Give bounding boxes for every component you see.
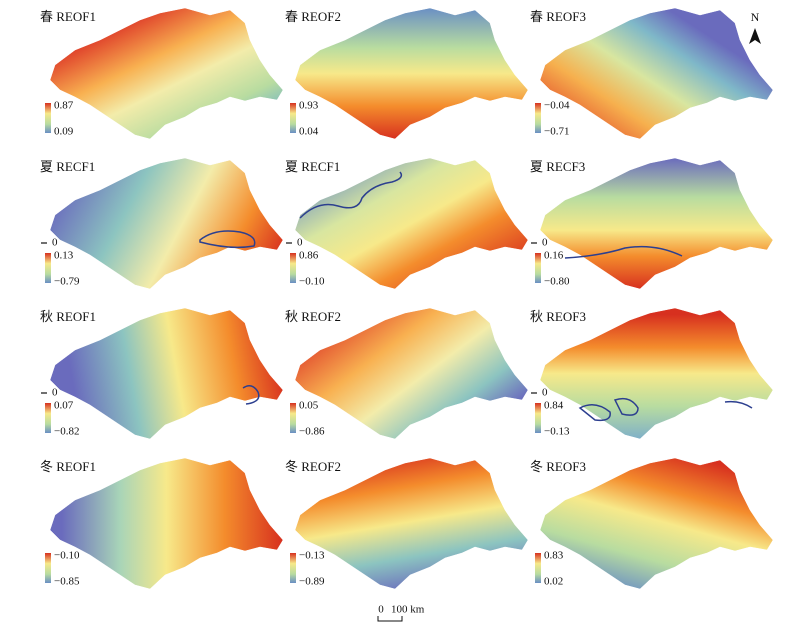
- contour-line: [199, 230, 256, 249]
- legend-min: 0.09: [54, 126, 74, 138]
- panel-title: 冬 REOF2: [285, 459, 341, 474]
- contour-label: 0: [542, 237, 548, 249]
- legend-bar: [290, 103, 296, 133]
- scale-start: 0: [378, 604, 384, 616]
- legend-max: 0.05: [299, 400, 319, 412]
- legend-max: −0.04: [544, 100, 570, 112]
- legend-max: 0.84: [544, 400, 564, 412]
- map-region: [539, 457, 774, 590]
- legend-min: −0.85: [54, 576, 80, 588]
- north-arrow-icon: [749, 28, 761, 44]
- contour-label: 0: [52, 387, 58, 399]
- map-panel: 春 REOF3 −0.04 −0.71: [530, 7, 774, 140]
- scale-bar: 0 100 km: [377, 604, 425, 622]
- legend-bar: [45, 253, 51, 283]
- map-panel: 冬 REOF1 −0.10 −0.85: [40, 457, 284, 590]
- contour-label: 0: [542, 387, 548, 399]
- contour-label: 0: [52, 237, 58, 249]
- legend-bar: [535, 103, 541, 133]
- panel-title: 冬 REOF3: [530, 459, 586, 474]
- legend-min: −0.10: [299, 276, 325, 288]
- map-panel: 夏 RECF1 00.13 −0.79: [40, 157, 284, 290]
- scale-end: 100 km: [391, 604, 425, 616]
- legend-bar: [535, 253, 541, 283]
- map-region: [49, 157, 284, 290]
- legend-max: 0.87: [54, 100, 74, 112]
- legend-min: −0.82: [54, 426, 79, 438]
- legend-min: 0.02: [544, 576, 563, 588]
- legend-min: −0.79: [54, 276, 80, 288]
- contour-line: [578, 397, 753, 422]
- legend-min: −0.13: [544, 426, 570, 438]
- legend-min: −0.80: [544, 276, 570, 288]
- legend-bar: [45, 403, 51, 433]
- contour-line: [564, 245, 683, 259]
- panel-title: 夏 RECF1: [40, 159, 95, 174]
- map-region: [294, 157, 529, 290]
- legend-bar: [535, 403, 541, 433]
- panels: 春 REOF1 0.87 0.09 春 REOF2 0.93 0.04 春 REOF3 −0.…: [40, 7, 774, 590]
- map-panel: 冬 REOF2 −0.13 −0.89: [285, 457, 529, 590]
- map-panel: 秋 REOF3 00.84 −0.13: [530, 307, 774, 440]
- legend-max: 0.16: [544, 250, 564, 262]
- north-label: N: [751, 10, 760, 24]
- map-region: [49, 307, 284, 440]
- map-panel: 夏 RECF1 00.86 −0.10: [285, 157, 529, 290]
- legend-bar: [290, 403, 296, 433]
- contour-line: [242, 385, 260, 405]
- panel-title: 春 REOF1: [40, 9, 96, 24]
- map-panel: 夏 RECF3 00.16 −0.80: [530, 157, 774, 290]
- contour-label: 0: [297, 237, 303, 249]
- map-region: [294, 307, 529, 440]
- map-region: [294, 7, 529, 140]
- panel-title: 夏 RECF3: [530, 159, 585, 174]
- legend-min: 0.04: [299, 126, 319, 138]
- map-region: [49, 457, 284, 590]
- scale-line: [377, 616, 403, 622]
- panel-title: 春 REOF3: [530, 9, 586, 24]
- map-panel: 春 REOF1 0.87 0.09: [40, 7, 284, 140]
- panel-title: 夏 RECF1: [285, 159, 340, 174]
- panel-title: 春 REOF2: [285, 9, 341, 24]
- legend-min: −0.71: [544, 126, 569, 138]
- map-region: [539, 157, 774, 290]
- legend-max: 0.93: [299, 100, 319, 112]
- legend-bar: [45, 103, 51, 133]
- map-region: [294, 457, 529, 590]
- north-arrow: N: [749, 10, 761, 44]
- legend-max: 0.07: [54, 400, 74, 412]
- legend-bar: [290, 253, 296, 283]
- map-panel: 秋 REOF1 00.07 −0.82: [40, 307, 284, 440]
- legend-bar: [45, 553, 51, 583]
- map-panel: 秋 REOF2 0.05 −0.86: [285, 307, 529, 440]
- panel-title: 冬 REOF1: [40, 459, 96, 474]
- legend-max: 0.86: [299, 250, 319, 262]
- map-region: [539, 7, 774, 140]
- legend-max: 0.13: [54, 250, 74, 262]
- legend-min: −0.86: [299, 426, 325, 438]
- contour-line: [299, 171, 403, 219]
- legend-min: −0.89: [299, 576, 325, 588]
- contours: [199, 171, 753, 422]
- panel-title: 秋 REOF3: [530, 309, 586, 324]
- legend-bar: [290, 553, 296, 583]
- map-panel: 春 REOF2 0.93 0.04: [285, 7, 529, 140]
- map-region: [49, 7, 284, 140]
- legend-max: 0.83: [544, 550, 564, 562]
- legend-max: −0.10: [54, 550, 80, 562]
- panel-title: 秋 REOF2: [285, 309, 341, 324]
- map-panel: 冬 REOF3 0.83 0.02: [530, 457, 774, 590]
- legend-bar: [535, 553, 541, 583]
- panel-title: 秋 REOF1: [40, 309, 96, 324]
- legend-max: −0.13: [299, 550, 325, 562]
- map-region: [539, 307, 774, 440]
